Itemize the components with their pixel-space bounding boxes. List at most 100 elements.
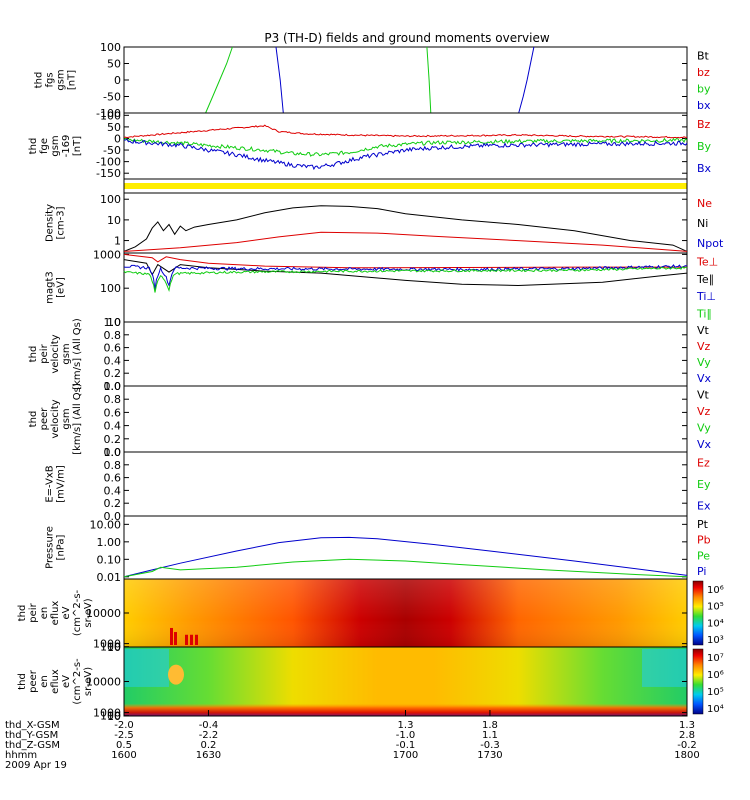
y-tick-label: -50 (103, 91, 121, 104)
y-tick-label: 100 (100, 282, 121, 295)
y-axis-label: [km/s] (All Qs) (72, 383, 83, 455)
legend-entry: Pt (697, 518, 709, 531)
series-Ni (123, 205, 688, 252)
legend-entry: Ne (697, 197, 712, 210)
y-tick-label: 1000 (93, 638, 121, 651)
y-tick-label: 0.2 (104, 433, 122, 446)
legend-entry: Te∥ (696, 273, 714, 286)
x-tick-label: 1600 (111, 750, 136, 761)
y-axis-label: E=-VxB (45, 465, 56, 502)
y-tick-label: 0.8 (104, 329, 122, 342)
y-tick-label: 1.0 (104, 316, 122, 329)
y-axis-label: gsm (56, 69, 67, 90)
x-tick-label: 0.2 (200, 740, 216, 751)
colorbar-label: 10⁷ (707, 653, 724, 664)
legend-entry: Ti∥ (696, 307, 712, 320)
y-tick-label: 0.6 (104, 472, 122, 485)
spectrogram-burst (195, 634, 198, 645)
series-by (205, 46, 233, 114)
y-axis-label: thd (28, 411, 39, 428)
x-row-label: thd_X-GSM (5, 720, 60, 731)
y-axis-label: (cm^2-s- (72, 658, 83, 705)
x-tick-label: -2.2 (199, 730, 219, 741)
y-tick-label: 0 (114, 74, 121, 87)
x-tick-label: -2.5 (114, 730, 134, 741)
legend-entry: bx (697, 99, 711, 112)
spectrogram-burst (190, 634, 193, 645)
y-tick-label: 100 (100, 109, 121, 122)
y-axis-label: fge (39, 138, 50, 154)
x-tick-label: 1800 (674, 750, 699, 761)
legend-entry: by (697, 82, 711, 95)
series-Bx (124, 138, 688, 171)
y-tick-label: 0.0 (104, 446, 122, 459)
y-axis-label: [nPa] (56, 534, 67, 560)
spectrogram-burst (168, 664, 184, 685)
y-axis-label: thd (28, 138, 39, 155)
y-axis-label: [mV/m] (56, 465, 67, 503)
colorbar (692, 580, 704, 646)
y-axis-label: Density (45, 204, 56, 242)
x-row-label: thd_Z-GSM (5, 740, 60, 751)
legend-entry: Vz (697, 405, 711, 418)
series-by (426, 46, 432, 114)
legend-entry: By (697, 140, 712, 153)
y-tick-label: 10 (107, 214, 121, 227)
panel-bar (123, 178, 688, 194)
y-tick-label: 50 (107, 58, 121, 71)
x-tick-label: 1700 (393, 750, 418, 761)
legend-entry: Pb (697, 534, 711, 547)
legend-entry: Bz (697, 118, 711, 131)
y-tick-label: -100 (96, 156, 121, 169)
legend-entry: Vy (697, 421, 711, 434)
series-By (123, 137, 688, 157)
y-axis-label: eflux (50, 601, 61, 626)
series-Bz (123, 124, 688, 139)
x-tick-label: -0.2 (677, 740, 697, 751)
y-axis-label: en (39, 675, 50, 688)
y-axis-label: peer (28, 669, 39, 693)
x-row-label: thd_Y-GSM (5, 730, 58, 741)
y-tick-label: -150 (96, 167, 121, 180)
y-tick-label: 0.4 (104, 484, 122, 497)
x-tick-label: 1.3 (398, 720, 414, 731)
y-tick-label: 0.8 (104, 459, 122, 472)
y-tick-label: 0.6 (104, 342, 122, 355)
panel-fgs: 100 50 0 -50 -100 thd fgs gsm [nT] Bt bz by bx (34, 41, 711, 120)
x-tick-label: 0.5 (116, 740, 132, 751)
x-tick-label: 2.8 (679, 730, 695, 741)
y-axis-label: magt3 (45, 271, 56, 304)
y-axis-label: thd (34, 72, 45, 89)
legend-entry: Pi (697, 565, 706, 578)
y-tick-label: 10.00 (90, 518, 122, 531)
colorbar-label: 10⁴ (707, 618, 724, 629)
legend-entry: Ez (697, 457, 710, 470)
colorbar-label: 10⁵ (707, 687, 724, 698)
y-tick-label: -50 (103, 144, 121, 157)
legend-entry: Vt (697, 324, 710, 337)
y-tick-label: 0.2 (104, 497, 122, 510)
series-Ti∥ (123, 266, 688, 293)
series-Ti⊥ (123, 264, 688, 290)
spectrogram-burst (174, 632, 177, 645)
y-axis-label: eflux (50, 669, 61, 694)
y-tick-label: 0.8 (104, 393, 122, 406)
colorbar-label: 10⁴ (707, 704, 724, 715)
legend-entry: Vy (697, 356, 711, 369)
y-axis-label: gsm (61, 343, 72, 364)
legend-entry: Ex (697, 499, 711, 512)
y-tick-label: 100 (100, 710, 121, 723)
legend-entry: Ey (697, 478, 711, 491)
spectrogram-shading (124, 579, 687, 647)
y-tick-label: 0.0 (104, 380, 122, 393)
panel-frame (123, 46, 688, 114)
y-axis-label: Pressure (45, 526, 56, 569)
y-axis-label: [cm-3] (56, 206, 67, 239)
y-axis-label: velocity (50, 399, 61, 438)
series-Pi (123, 536, 688, 578)
y-tick-label: 0 (114, 132, 121, 145)
y-tick-label: 10 (107, 316, 121, 329)
